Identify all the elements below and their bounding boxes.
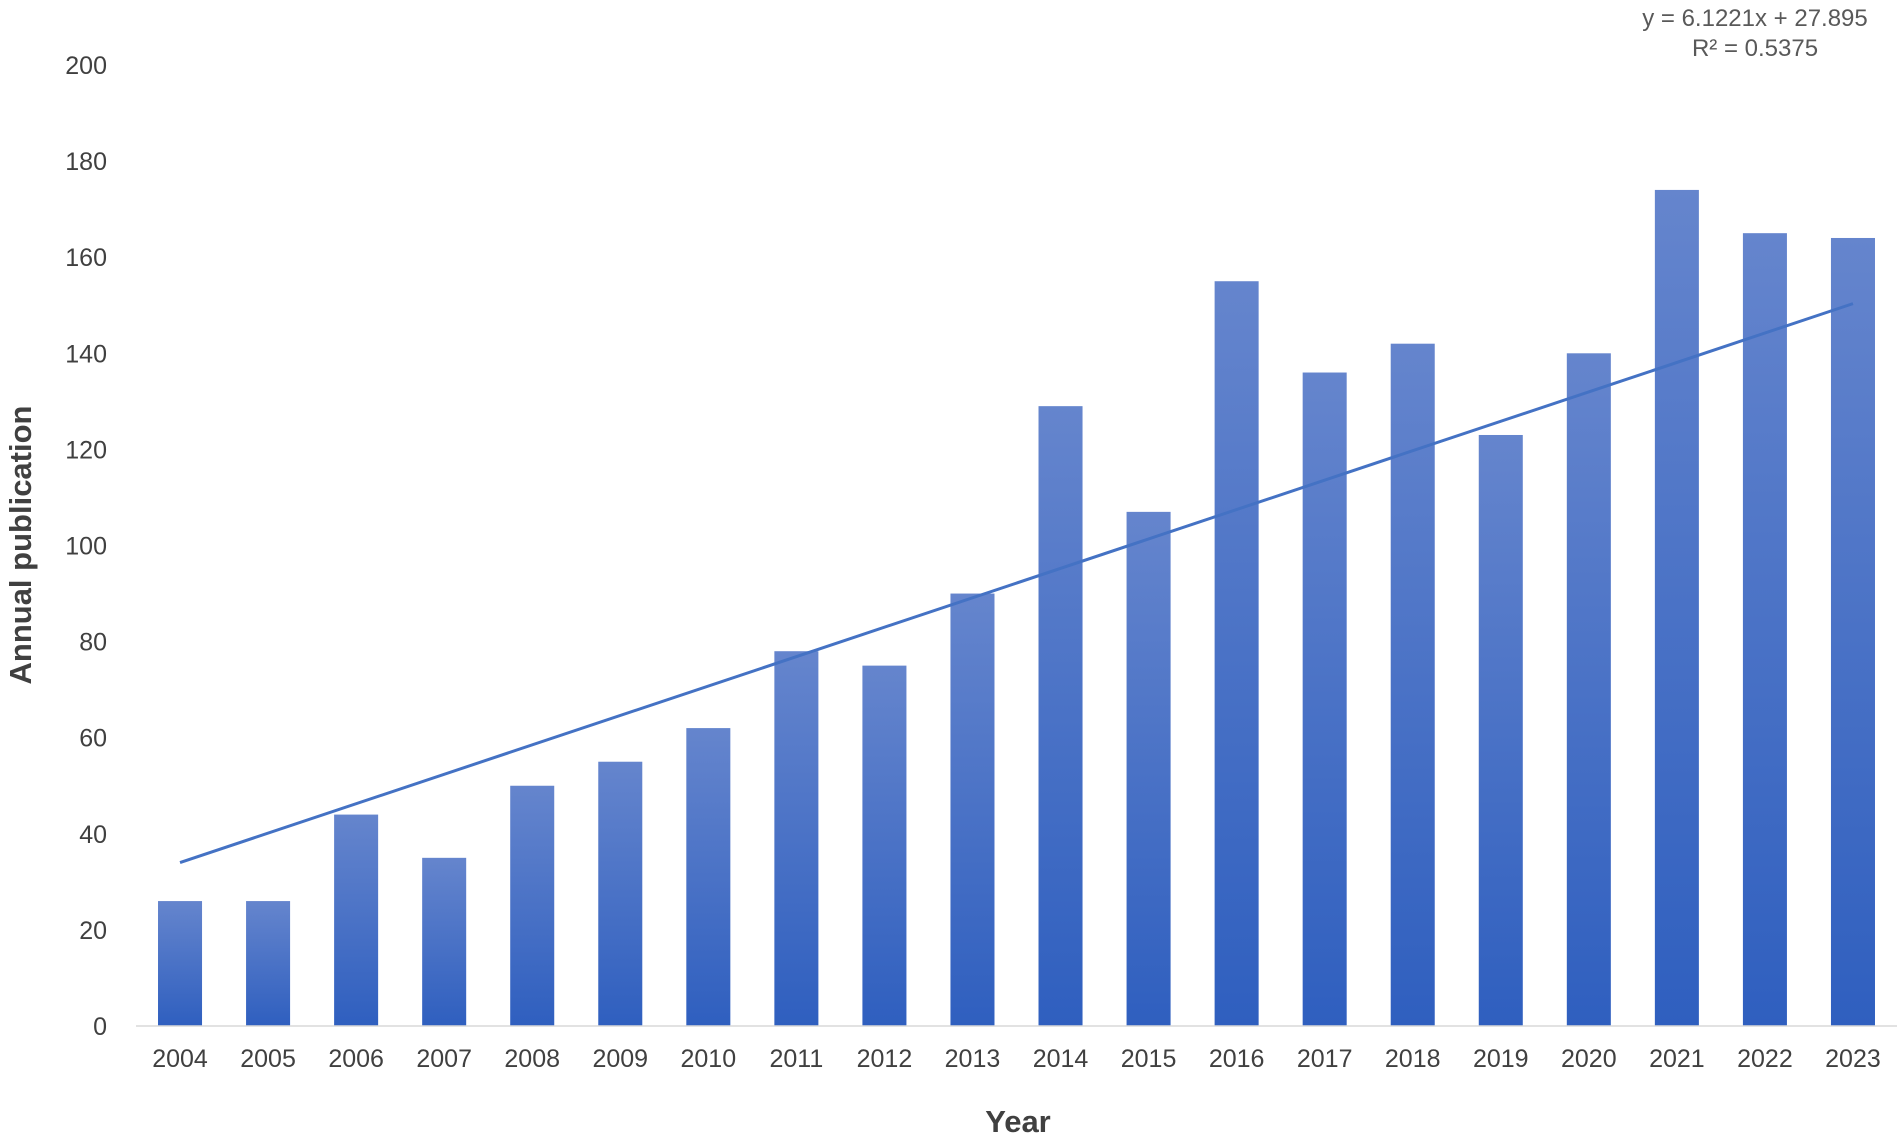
bar-2020 <box>1566 353 1611 1026</box>
trendline-equation: y = 6.1221x + 27.895 <box>1642 5 1868 32</box>
bar-2012 <box>862 665 907 1026</box>
x-tick-label: 2020 <box>1561 1045 1617 1073</box>
bar-2006 <box>334 814 379 1026</box>
bar-2014 <box>1038 406 1083 1026</box>
y-tick-label: 20 <box>79 917 107 945</box>
bar-2013 <box>950 593 995 1026</box>
bar-2021 <box>1654 189 1699 1026</box>
bar-2018 <box>1390 343 1435 1026</box>
bar-2015 <box>1126 511 1171 1026</box>
bar-2004 <box>158 901 203 1026</box>
x-tick-label: 2011 <box>769 1045 823 1073</box>
y-tick-label: 60 <box>79 725 107 753</box>
y-tick-label: 80 <box>79 629 107 657</box>
bar-2019 <box>1478 434 1523 1026</box>
trendline-r-squared: R² = 0.5375 <box>1692 35 1818 62</box>
bar-2009 <box>598 761 643 1026</box>
y-tick-label: 200 <box>65 52 107 80</box>
x-tick-label: 2005 <box>240 1045 296 1073</box>
bar-2017 <box>1302 372 1347 1026</box>
bar-2008 <box>510 785 555 1026</box>
trendline <box>179 302 1854 864</box>
bar-2007 <box>422 857 467 1026</box>
y-tick-label: 0 <box>93 1013 107 1041</box>
x-tick-label: 2013 <box>945 1045 1001 1073</box>
x-tick-label: 2018 <box>1385 1045 1441 1073</box>
trendline-layer <box>179 302 1854 864</box>
y-tick-label: 140 <box>65 340 107 368</box>
x-tick-label: 2023 <box>1825 1045 1881 1073</box>
y-axis-title: Annual publication <box>3 406 38 685</box>
x-tick-label: 2022 <box>1737 1045 1793 1073</box>
x-tick-label: 2016 <box>1209 1045 1265 1073</box>
x-tick-label: 2008 <box>504 1045 560 1073</box>
y-tick-label: 160 <box>65 244 107 272</box>
x-tick-label: 2009 <box>592 1045 648 1073</box>
bar-2016 <box>1214 281 1259 1027</box>
bars-layer <box>158 189 1875 1027</box>
bar-2023 <box>1830 237 1875 1027</box>
bar-2010 <box>686 728 731 1026</box>
x-tick-label: 2007 <box>416 1045 472 1073</box>
x-tick-label: 2012 <box>857 1045 913 1073</box>
y-tick-label: 40 <box>79 821 107 849</box>
x-tick-label: 2021 <box>1649 1045 1705 1073</box>
y-tick-labels: 0 20 40 60 80 100 120 140 160 180 200 <box>65 52 107 1041</box>
y-tick-label: 120 <box>65 436 107 464</box>
x-tick-label: 2017 <box>1297 1045 1353 1073</box>
x-tick-label: 2015 <box>1121 1045 1177 1073</box>
y-tick-label: 180 <box>65 148 107 176</box>
x-axis-title: Year <box>985 1104 1051 1139</box>
bar-2005 <box>246 901 291 1026</box>
x-tick-label: 2006 <box>328 1045 384 1073</box>
bar-2022 <box>1742 233 1787 1027</box>
x-tick-label: 2010 <box>681 1045 737 1073</box>
y-tick-label: 100 <box>65 533 107 561</box>
x-tick-labels: 2004 2005 2006 2007 2008 2009 2010 2011 2012 2013… <box>152 1045 1881 1073</box>
x-tick-label: 2019 <box>1473 1045 1529 1073</box>
bar-2011 <box>774 651 819 1026</box>
x-tick-label: 2014 <box>1033 1045 1089 1073</box>
x-tick-label: 2004 <box>152 1045 208 1073</box>
